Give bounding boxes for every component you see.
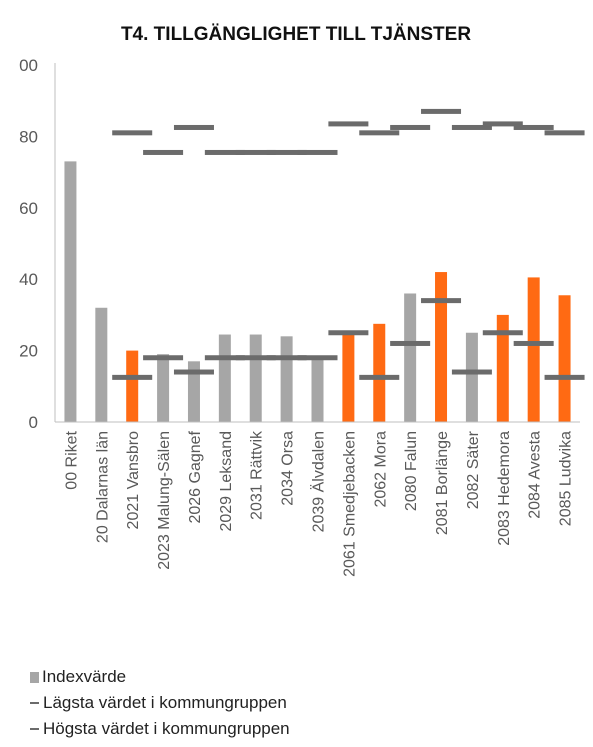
- min-marker: [513, 340, 554, 346]
- x-tick-label: 2061 Smedjebacken: [341, 431, 358, 577]
- x-axis: 00 Riket 20 Dalarnas län 2021 Vansbro 2023 …: [55, 421, 580, 577]
- x-tick-label: 2080 Falun: [403, 431, 420, 511]
- max-marker: [112, 130, 153, 136]
- x-tick-label: 2029 Leksand: [218, 431, 235, 532]
- bar: [126, 350, 139, 422]
- legend-item-min: Lägsta värdet i kommungruppen: [30, 690, 570, 716]
- min-marker: [173, 369, 214, 375]
- min-marker: [544, 374, 585, 380]
- max-marker: [235, 149, 276, 155]
- legend-swatch-dash: [30, 702, 39, 704]
- x-tick-label: 2031 Rättvik: [249, 430, 266, 520]
- bar: [187, 361, 200, 422]
- y-tick-label: 40: [19, 270, 38, 289]
- legend-item-max: Högsta värdet i kommungruppen: [30, 716, 570, 742]
- bar: [527, 277, 540, 422]
- bars: [64, 161, 571, 422]
- bar: [373, 323, 386, 422]
- min-marker: [235, 355, 276, 361]
- x-tick-label: 2081 Borlänge: [434, 431, 451, 535]
- legend-item-index: Indexvärde: [30, 664, 570, 690]
- bar: [95, 307, 108, 422]
- max-marker: [451, 124, 492, 130]
- max-marker: [266, 149, 307, 155]
- min-marker: [390, 340, 431, 346]
- min-marker: [204, 355, 245, 361]
- x-tick-label: 2039 Älvdalen: [310, 431, 328, 532]
- y-tick-label: 00: [19, 56, 38, 75]
- min-marker: [359, 374, 400, 380]
- x-tick-label: 00 Riket: [63, 430, 80, 489]
- min-marker: [297, 355, 338, 361]
- min-marker: [112, 374, 153, 380]
- bar: [342, 332, 355, 422]
- max-marker: [390, 124, 431, 130]
- legend-swatch-box: [30, 671, 39, 683]
- bar: [157, 354, 170, 422]
- bar: [218, 334, 231, 422]
- x-tick-label: 2023 Malung-Sälen: [156, 431, 173, 570]
- y-tick-label: 0: [29, 413, 38, 432]
- chart-title: T4. TILLGÄNGLIGHET TILL TJÄNSTER: [121, 24, 471, 45]
- min-marker: [266, 355, 307, 361]
- legend-label: Lägsta värdet i kommungruppen: [43, 693, 287, 712]
- y-axis: 0 20 40 60 80 00: [19, 56, 56, 432]
- x-tick-label: 2085 Ludvika: [558, 431, 575, 526]
- max-marker: [204, 149, 245, 155]
- max-marker: [297, 149, 338, 155]
- x-tick-label: 2083 Hedemora: [496, 431, 513, 546]
- bar: [404, 293, 417, 422]
- x-tick-label: 2021 Vansbro: [125, 431, 142, 530]
- max-marker: [359, 130, 400, 136]
- max-marker: [544, 130, 585, 136]
- y-tick-label: 20: [19, 342, 38, 361]
- bar: [496, 314, 509, 422]
- x-tick-label: 2084 Avesta: [527, 431, 544, 519]
- legend-label: Indexvärde: [42, 667, 127, 686]
- max-marker: [143, 149, 184, 155]
- bar: [311, 357, 324, 422]
- bar: [249, 334, 262, 422]
- x-tick-label: 20 Dalarnas län: [94, 431, 111, 543]
- legend-label: Högsta värdet i kommungruppen: [43, 719, 290, 738]
- x-tick-label: 2082 Säter: [465, 430, 482, 509]
- y-tick-label: 80: [19, 127, 38, 146]
- range-markers: [112, 108, 585, 380]
- min-marker: [328, 330, 369, 336]
- x-tick-label: 2062 Mora: [372, 431, 389, 508]
- max-marker: [328, 121, 369, 127]
- max-marker: [173, 124, 214, 130]
- bar: [280, 336, 293, 422]
- max-marker: [482, 121, 523, 127]
- bar: [64, 161, 77, 422]
- bar: [435, 272, 448, 422]
- min-marker: [451, 369, 492, 375]
- min-marker: [421, 298, 462, 304]
- max-marker: [421, 108, 462, 114]
- bar: [558, 295, 571, 422]
- max-marker: [513, 124, 554, 130]
- legend-swatch-dash: [30, 728, 39, 730]
- y-tick-label: 60: [19, 199, 38, 218]
- bar: [465, 332, 478, 422]
- x-tick-label: 2026 Gagnef: [187, 430, 204, 523]
- legend: Indexvärde Lägsta värdet i kommungruppen…: [30, 664, 570, 742]
- chart-canvas: T4. TILLGÄNGLIGHET TILL TJÄNSTER 0 20 40 60…: [19, 24, 585, 577]
- min-marker: [482, 330, 523, 336]
- x-tick-label: 2034 Orsa: [280, 431, 297, 506]
- min-marker: [143, 355, 184, 361]
